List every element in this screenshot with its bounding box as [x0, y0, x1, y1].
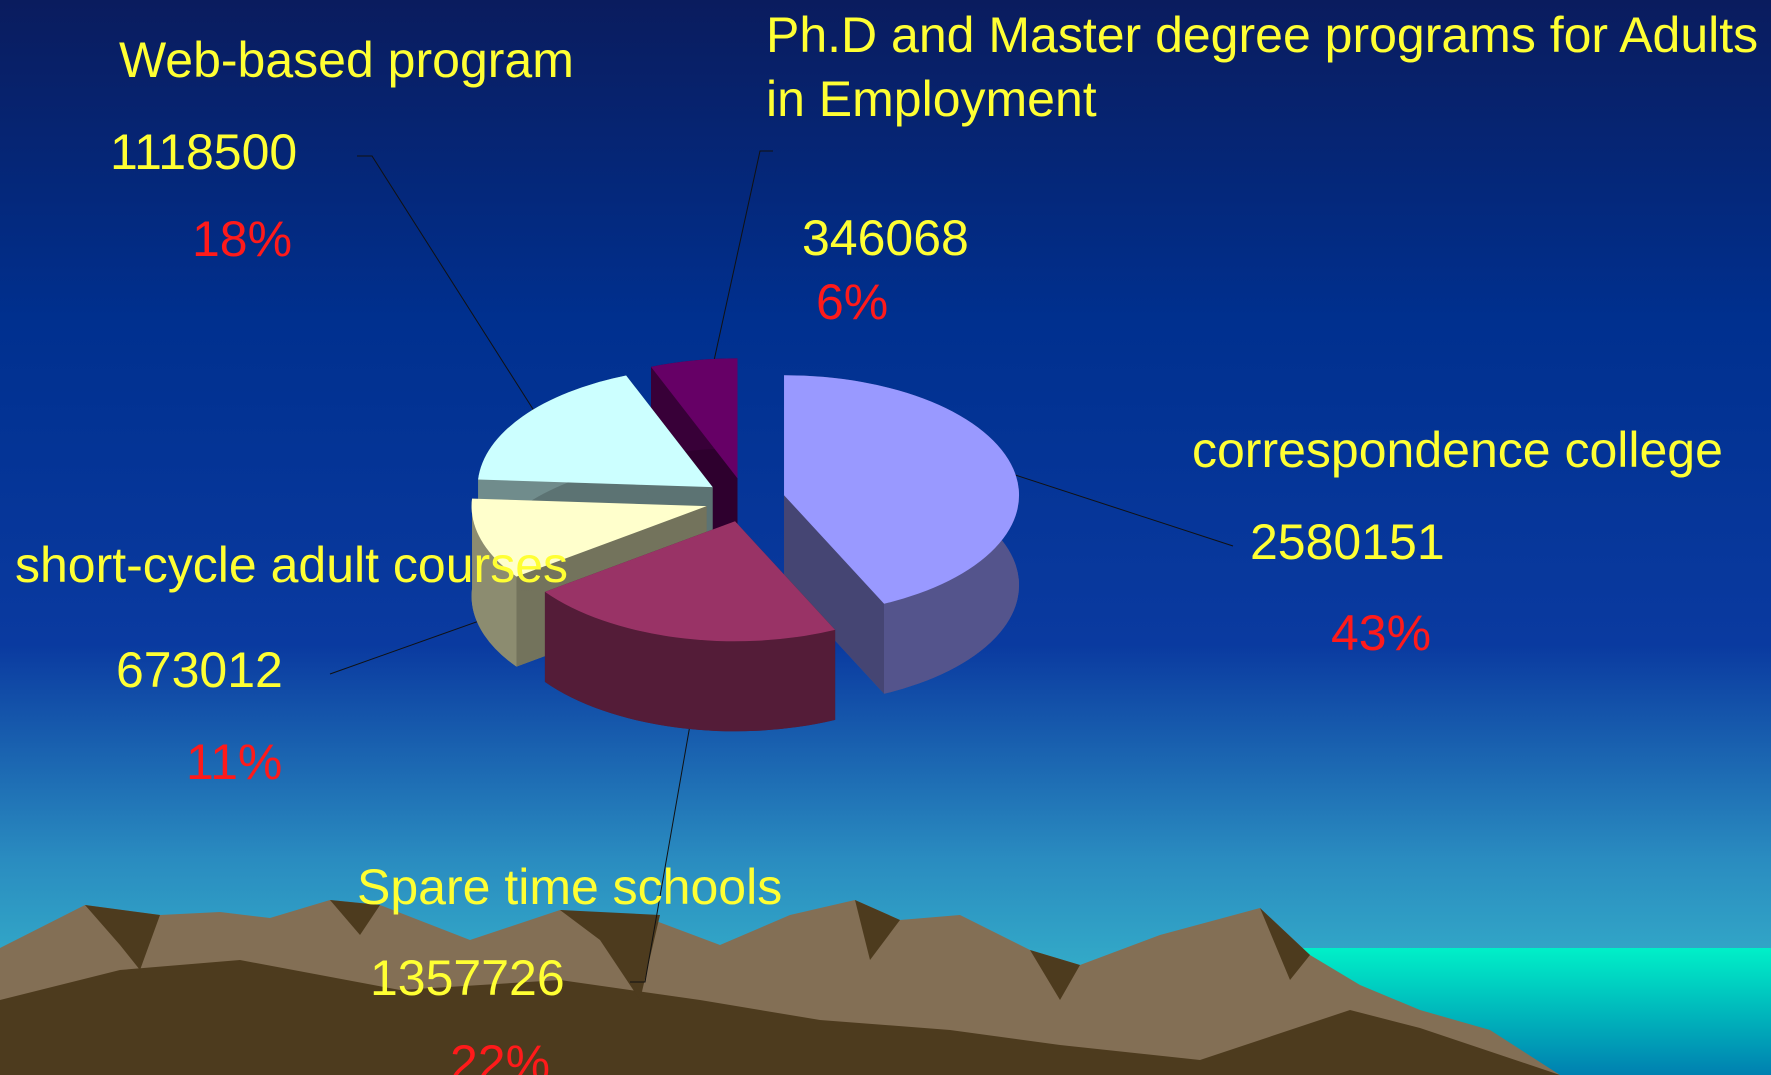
count-label: 346068 [802, 210, 969, 266]
slice [471, 498, 707, 577]
slice-wall [784, 495, 885, 694]
percent-label: 18% [192, 211, 292, 267]
count-label: 673012 [116, 642, 283, 698]
category-label: Spare time schools [357, 859, 782, 915]
slice-side [471, 498, 517, 667]
percent-label: 22% [450, 1035, 550, 1075]
category-label-box: Ph.D and Master degree programs for Adul… [766, 7, 1759, 127]
percent-label: 6% [816, 274, 888, 330]
count-label: 1118500 [110, 124, 297, 180]
count-label: 2580151 [1250, 514, 1445, 570]
pie [471, 358, 1020, 732]
count-label: 1357726 [370, 950, 565, 1006]
category-label: Web-based program [119, 32, 574, 88]
percent-label: 43% [1331, 605, 1431, 661]
slice [784, 375, 1020, 604]
slice-side [544, 591, 836, 732]
category-label: correspondence college [1192, 422, 1723, 478]
slice [650, 358, 738, 479]
slice [544, 521, 836, 642]
mountains [0, 900, 1560, 1075]
slice [478, 375, 713, 488]
percent-label: 11% [186, 734, 282, 790]
category-label: Ph.D and Master degree programs for Adul… [766, 7, 1759, 127]
category-label: short-cycle adult courses [15, 537, 568, 593]
